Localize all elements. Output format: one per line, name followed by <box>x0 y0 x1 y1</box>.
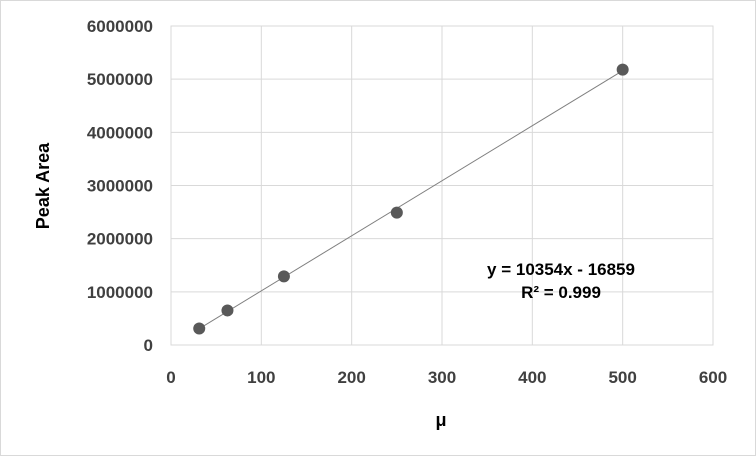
x-tick-label: 300 <box>428 368 456 387</box>
data-point <box>193 322 206 335</box>
y-tick-label: 6000000 <box>87 17 153 36</box>
x-tick-label: 500 <box>608 368 636 387</box>
plot-area-border <box>170 25 714 346</box>
y-tick-label: 0 <box>144 336 153 355</box>
x-tick-label: 0 <box>166 368 175 387</box>
data-point <box>616 63 629 76</box>
y-tick-label: 1000000 <box>87 283 153 302</box>
y-tick-label: 5000000 <box>87 70 153 89</box>
trendline <box>198 70 623 330</box>
x-tick-label: 400 <box>518 368 546 387</box>
y-tick-label: 4000000 <box>87 123 153 142</box>
x-axis-title: μ <box>435 410 446 430</box>
x-tick-label: 600 <box>699 368 727 387</box>
x-tick-label: 100 <box>247 368 275 387</box>
data-points <box>193 63 629 335</box>
x-tick-labels: 0 100 200 300 400 500 600 <box>166 368 727 387</box>
data-point <box>277 270 290 283</box>
y-tick-label: 2000000 <box>87 230 153 249</box>
data-point <box>390 206 403 219</box>
data-point <box>221 304 234 317</box>
trendline-equation: y = 10354x - 16859 <box>487 260 635 279</box>
y-tick-labels: 0 1000000 2000000 3000000 4000000 5000000 6000… <box>87 17 153 355</box>
y-axis-title: Peak Area <box>33 142 53 229</box>
x-tick-label: 200 <box>337 368 365 387</box>
y-tick-label: 3000000 <box>87 177 153 196</box>
r-squared-label: R² = 0.999 <box>521 283 601 302</box>
